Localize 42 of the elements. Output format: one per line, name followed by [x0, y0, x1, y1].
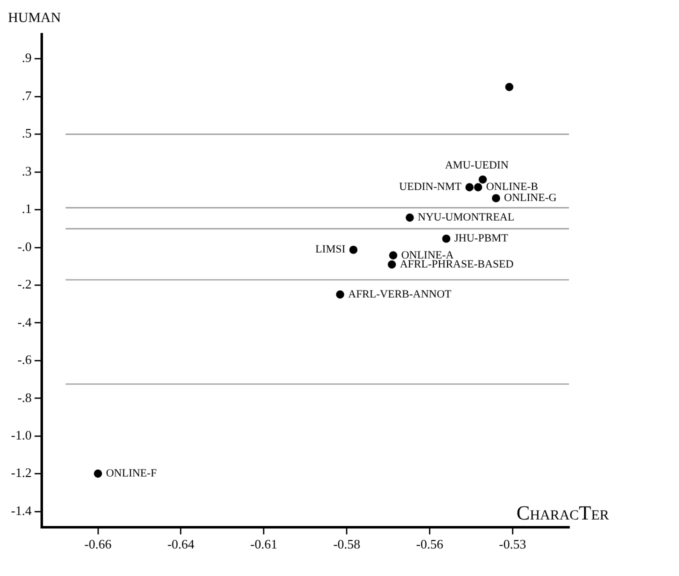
y-tick-label: -.2 [17, 276, 32, 292]
annotation: AMU-UEDIN [444, 159, 509, 172]
point [492, 194, 500, 202]
point [465, 183, 474, 192]
x-tick-label: -0.53 [499, 536, 526, 552]
annotation: JHU-PBMT [454, 232, 508, 245]
y-tick-label: .1 [22, 201, 32, 216]
point [349, 246, 358, 254]
annotation: ONLINE-G [504, 192, 557, 204]
y-tick-label: .9 [22, 50, 32, 66]
point [505, 82, 514, 92]
x-tick-label: -0.56 [416, 536, 444, 552]
y-tick-label: -.8 [17, 390, 32, 405]
point [389, 251, 398, 260]
y-tick-label: .5 [22, 126, 32, 141]
y-tick-label: -.0 [17, 238, 32, 254]
point [336, 290, 344, 299]
x-tick-label: -0.61 [250, 536, 278, 552]
x-tick-label: -0.66 [84, 536, 112, 552]
x-tick-label: -0.64 [167, 536, 195, 552]
y-tick-label: .3 [22, 163, 32, 178]
point [474, 183, 482, 192]
annotation: LIMSI [315, 244, 346, 256]
annotation: UEDIN-NMT [399, 181, 462, 194]
x-axis-title: CharacTer [516, 502, 610, 524]
x-tick-label: -0.58 [333, 536, 360, 552]
annotation: ONLINE-F [106, 467, 157, 480]
y-tick-label: -1.2 [10, 465, 32, 480]
point [406, 214, 414, 222]
y-tick-label: .7 [22, 88, 32, 103]
point [94, 469, 102, 478]
y-axis-title: HUMAN [8, 11, 61, 26]
annotation: AFRL-VERB-ANNOT [348, 288, 452, 300]
y-tick-label: -1.0 [10, 427, 32, 442]
annotation: NYU-UMONTREAL [418, 212, 515, 224]
point [442, 234, 450, 243]
y-tick-label: -1.4 [10, 502, 32, 518]
y-tick-label: -.6 [17, 352, 32, 368]
point [388, 260, 396, 269]
y-tick-label: -.4 [17, 314, 32, 330]
annotation: ONLINE-B [486, 181, 538, 194]
point [478, 175, 487, 184]
